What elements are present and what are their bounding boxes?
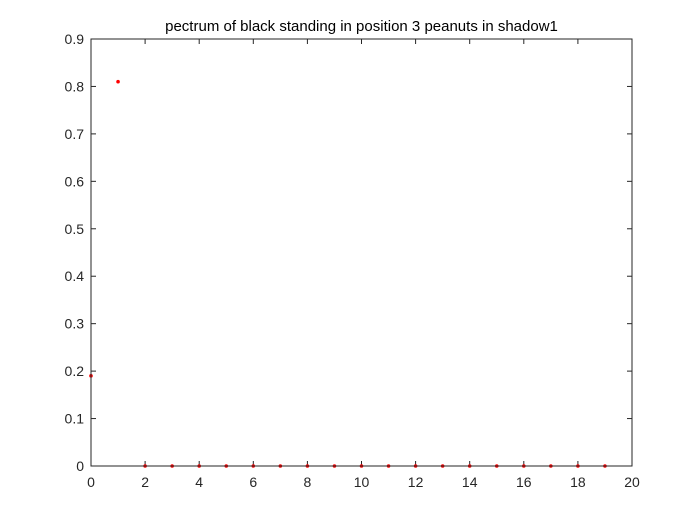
- y-tick-label: 0.1: [65, 411, 85, 427]
- y-tick-label: 0.2: [65, 363, 85, 379]
- y-tick-label: 0.7: [65, 126, 85, 142]
- x-tick-label: 0: [87, 474, 95, 490]
- y-tick-label: 0: [76, 458, 84, 474]
- x-tick-label: 10: [354, 474, 370, 490]
- x-tick-label: 12: [408, 474, 424, 490]
- y-tick-label: 0.8: [65, 78, 85, 94]
- x-tick-label: 6: [249, 474, 257, 490]
- plot-area: [91, 39, 632, 466]
- y-tick-label: 0.3: [65, 316, 85, 332]
- axes-box: [90, 38, 633, 467]
- x-tick-label: 14: [462, 474, 478, 490]
- x-tick-label: 8: [304, 474, 312, 490]
- y-tick-label: 0.9: [65, 31, 85, 47]
- x-tick-label: 18: [570, 474, 586, 490]
- y-tick-label: 0.5: [65, 221, 85, 237]
- data-point: [116, 79, 120, 84]
- x-tick-label: 16: [516, 474, 532, 490]
- data-points: [89, 79, 607, 468]
- axis-tick-labels: 0 2 4 6 8 10 12 14 16 18 20 0 0.1 0.2 0.3 0.4 0.5 0.6 0.7 0…: [65, 31, 640, 490]
- y-tick-label: 0.4: [65, 268, 85, 284]
- x-tick-label: 20: [624, 474, 640, 490]
- chart-title: pectrum of black standing in position 3 …: [165, 18, 558, 35]
- x-tick-label: 2: [141, 474, 149, 490]
- y-tick-label: 0.6: [65, 173, 85, 189]
- x-tick-label: 4: [195, 474, 203, 490]
